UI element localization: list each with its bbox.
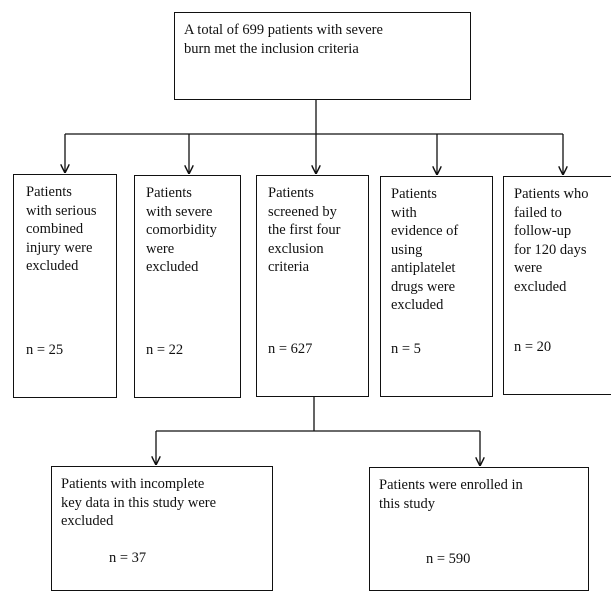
exclusion-2-line-2: with severe — [146, 203, 213, 220]
screened-line-5: criteria — [268, 259, 310, 275]
exclusion-4-line-3: evidence of — [391, 223, 459, 239]
total-patients-line-2: burn met the inclusion criteria — [184, 40, 359, 57]
screened-line-3: the first four — [268, 222, 341, 238]
enrolled-box: Patients were enrolled in this study n =… — [369, 467, 589, 591]
exclusion-2-count: n = 22 — [146, 341, 184, 358]
exclusion-2-line-1: Patients — [146, 185, 192, 201]
exclusion-5-count: n = 20 — [514, 338, 552, 355]
exclusion-5-line-4: for 120 days — [514, 241, 587, 258]
incomplete-count: n = 37 — [109, 550, 147, 566]
exclusion-1-count: n = 25 — [26, 341, 64, 358]
exclusion-5-line-6: excluded — [514, 278, 567, 295]
exclusion-4-line-4: using — [391, 241, 423, 258]
incomplete-line-3: excluded — [61, 513, 114, 529]
incomplete-line-1: Patients with incomplete — [61, 476, 205, 492]
exclusion-4-count: n = 5 — [391, 340, 421, 357]
screened-box: Patients screened by the first four excl… — [256, 175, 369, 397]
exclusion-box-combined-injury: Patients with serious combined injury we… — [13, 174, 117, 398]
exclusion-1-line-1: Patients — [26, 184, 72, 200]
exclusion-box-comorbidity: Patients with severe comorbidity were ex… — [134, 175, 241, 398]
incomplete-line-2: key data in this study were — [61, 494, 217, 511]
total-patients-line-1: A total of 699 patients with severe — [184, 22, 383, 38]
exclusion-1-line-2: with serious — [26, 202, 97, 219]
exclusion-5-line-2: failed to — [514, 204, 562, 221]
exclusion-2-line-5: excluded — [146, 259, 199, 275]
screened-line-1: Patients — [268, 185, 314, 201]
screened-line-4: exclusion — [268, 240, 324, 257]
exclusion-1-line-4: injury were — [26, 239, 93, 256]
exclusion-box-follow-up: Patients who failed to follow-up for 120… — [503, 176, 611, 395]
exclusion-box-antiplatelet: Patients with evidence of using antiplat… — [380, 176, 493, 397]
total-patients-box: A total of 699 patients with severe burn… — [174, 12, 471, 100]
exclusion-4-line-1: Patients — [391, 186, 437, 202]
exclusion-2-line-3: comorbidity — [146, 222, 217, 238]
enrolled-line-2: this study — [379, 495, 435, 512]
exclusion-4-line-7: excluded — [391, 297, 444, 313]
exclusion-4-line-6: drugs were — [391, 278, 456, 295]
exclusion-2-line-4: were — [146, 240, 175, 257]
exclusion-1-line-5: excluded — [26, 258, 79, 274]
exclusion-5-line-1: Patients who — [514, 186, 589, 202]
exclusion-1-line-3: combined — [26, 221, 84, 237]
enrolled-count: n = 590 — [426, 551, 471, 567]
exclusion-4-line-2: with — [391, 204, 417, 221]
exclusion-5-line-3: follow-up — [514, 223, 572, 239]
incomplete-data-box: Patients with incomplete key data in thi… — [51, 466, 273, 591]
exclusion-5-line-5: were — [514, 260, 543, 276]
enrolled-line-1: Patients were enrolled in — [379, 477, 523, 493]
exclusion-4-line-5: antiplatelet — [391, 260, 456, 276]
screened-count: n = 627 — [268, 340, 313, 357]
screened-line-2: screened by — [268, 203, 337, 220]
